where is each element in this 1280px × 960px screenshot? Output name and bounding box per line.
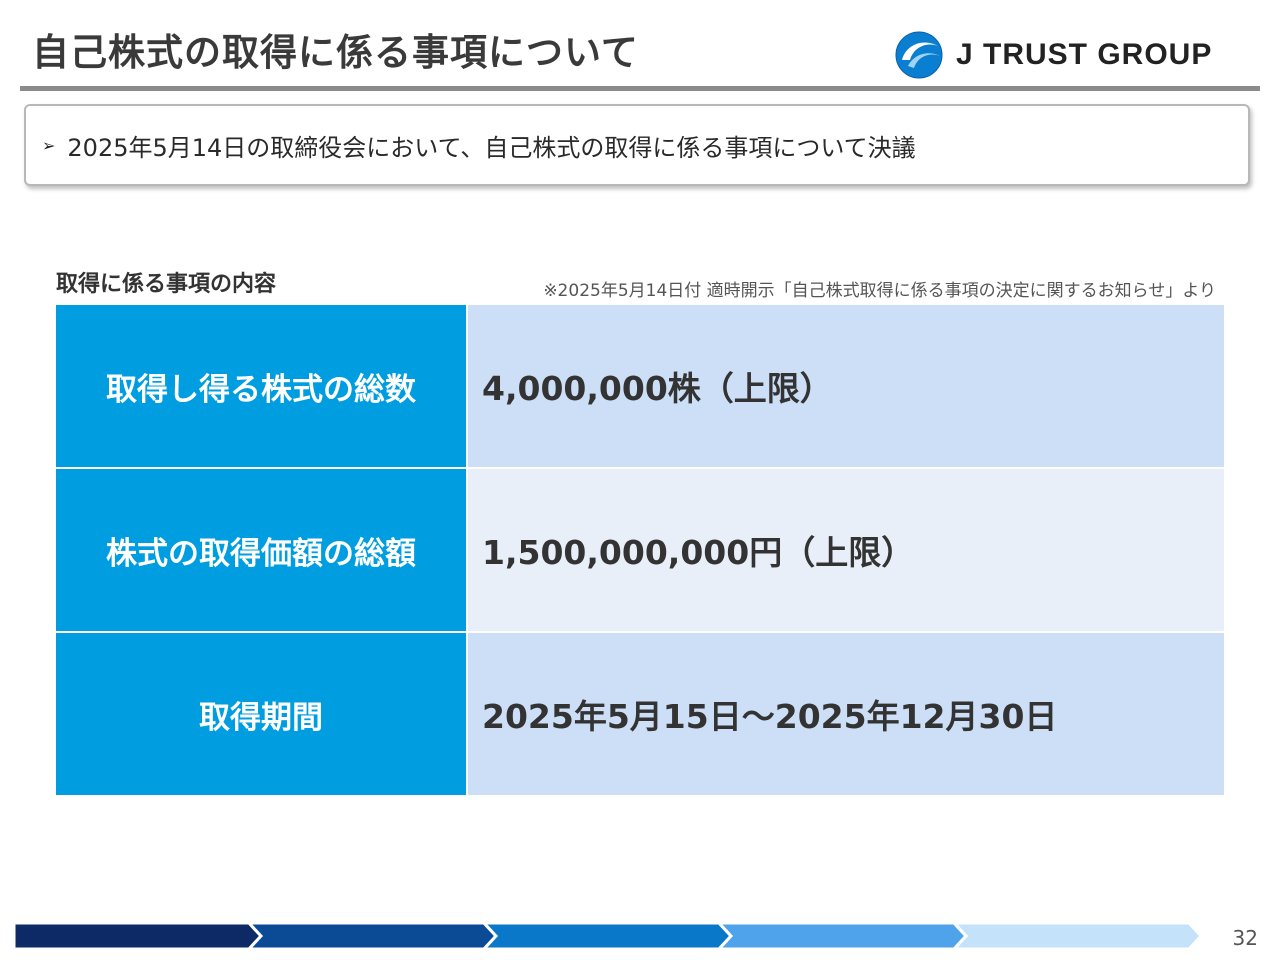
summary-box: ➢ 2025年5月14日の取締役会において、自己株式の取得に係る事項について決議 [24,104,1250,186]
summary-text: 2025年5月14日の取締役会において、自己株式の取得に係る事項について決議 [67,133,916,162]
section-label: 取得に係る事項の内容 [56,272,277,297]
row-value: 1,500,000,000円（上限） [468,469,1224,631]
footer-decorative-bar [14,923,1224,949]
page-number: 32 [1232,926,1258,950]
row-header: 取得し得る株式の総数 [56,305,468,467]
bullet-arrow-icon: ➢ [42,135,56,155]
acquisition-details-table: 取得し得る株式の総数 4,000,000株（上限） 株式の取得価額の総額 1,5… [56,305,1224,795]
page-title: 自己株式の取得に係る事項について [32,31,639,74]
source-note: ※2025年5月14日付 適時開示「自己株式取得に係る事項の決定に関するお知らせ… [543,281,1216,301]
table-row: 取得し得る株式の総数 4,000,000株（上限） [56,305,1224,469]
j-trust-wave-logo-icon [895,31,943,79]
footer-bar-segment [951,923,1204,949]
footer-bar-segment [246,923,499,949]
company-logo: J TRUST GROUP [894,30,1212,80]
logo-text: J TRUST GROUP [956,38,1213,71]
table-row: 株式の取得価額の総額 1,500,000,000円（上限） [56,469,1224,633]
title-divider [20,86,1260,91]
table-row: 取得期間 2025年5月15日～2025年12月30日 [56,633,1224,795]
row-header: 取得期間 [56,633,468,795]
footer-bar-segment [716,923,969,949]
row-value: 4,000,000株（上限） [468,305,1224,467]
footer-bar-segment [481,923,734,949]
row-value: 2025年5月15日～2025年12月30日 [468,633,1224,795]
row-header: 株式の取得価額の総額 [56,469,468,631]
footer-bar-segment [14,923,264,949]
